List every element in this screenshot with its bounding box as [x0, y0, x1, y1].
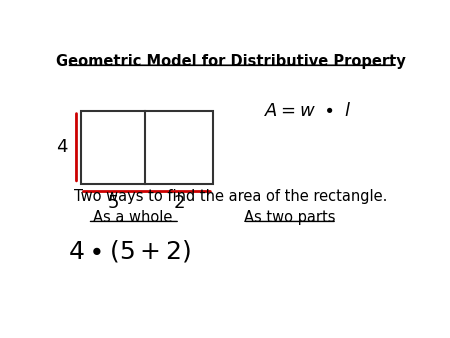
Text: 2: 2 [173, 194, 185, 212]
Bar [81, 111, 213, 184]
Text: Geometric Model for Distributive Property: Geometric Model for Distributive Propert… [56, 54, 405, 69]
Text: Two ways to find the area of the rectangle.: Two ways to find the area of the rectang… [74, 189, 387, 204]
Text: $4\bullet(5+2)$: $4\bullet(5+2)$ [68, 238, 191, 264]
Text: 5: 5 [107, 194, 119, 212]
Text: $A = w\ \bullet\ l$: $A = w\ \bullet\ l$ [264, 102, 351, 120]
Text: As two parts: As two parts [244, 210, 336, 225]
Text: As a whole: As a whole [93, 210, 173, 225]
Text: 4: 4 [56, 138, 67, 156]
